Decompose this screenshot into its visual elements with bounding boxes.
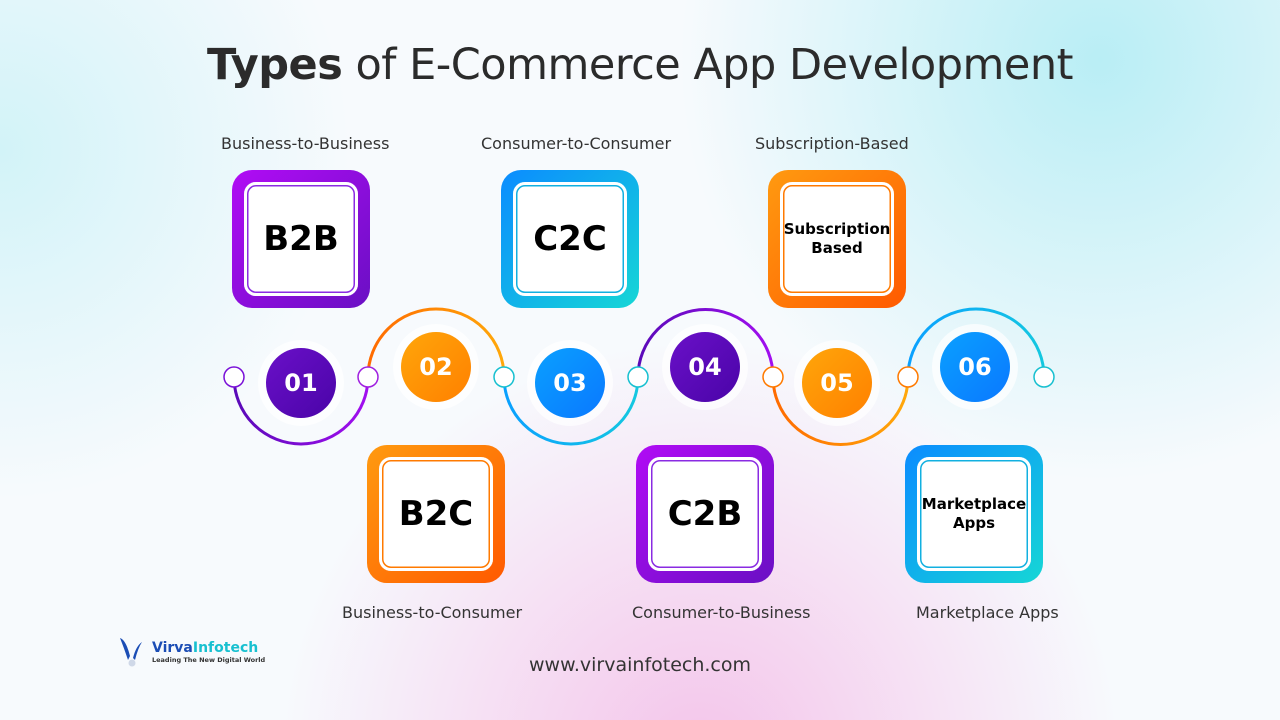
step-number-01: 01	[266, 348, 336, 418]
card-text: Subscription Based	[780, 182, 894, 296]
node-dot	[1033, 366, 1055, 388]
connector-arc-04	[636, 308, 775, 378]
brand-logo: VirvaInfotech Leading The New Digital Wo…	[118, 636, 265, 668]
card-marketplace: Marketplace Apps	[905, 445, 1043, 583]
node-dot	[627, 366, 649, 388]
card-text: C2B	[648, 457, 762, 571]
label-b2b: Business-to-Business	[221, 134, 390, 153]
card-b2c: B2C	[367, 445, 505, 583]
logo-name: VirvaInfotech	[152, 640, 259, 656]
card-c2b: C2B	[636, 445, 774, 583]
node-dot	[223, 366, 245, 388]
page-title: Types of E-Commerce App Development	[207, 40, 1073, 90]
label-c2b: Consumer-to-Business	[632, 603, 811, 622]
label-subscription: Subscription-Based	[755, 134, 909, 153]
step-number-06: 06	[940, 332, 1010, 402]
step-number-03: 03	[535, 348, 605, 418]
step-number-05: 05	[802, 348, 872, 418]
card-text: C2C	[513, 182, 627, 296]
label-marketplace: Marketplace Apps	[916, 603, 1059, 622]
node-dot	[493, 366, 515, 388]
node-dot	[762, 366, 784, 388]
node-dot	[897, 366, 919, 388]
label-b2c: Business-to-Consumer	[342, 603, 523, 622]
card-subscription: Subscription Based	[768, 170, 906, 308]
card-b2b: B2B	[232, 170, 370, 308]
step-number-04: 04	[670, 332, 740, 402]
connector-arc-02	[366, 307, 506, 378]
card-text: Marketplace Apps	[917, 457, 1031, 571]
connector-arc-06	[906, 307, 1046, 378]
connector-arc-05	[771, 376, 910, 446]
connector-arc-03	[502, 376, 640, 446]
label-c2c: Consumer-to-Consumer	[481, 134, 672, 153]
card-text: B2B	[244, 182, 358, 296]
node-dot	[357, 366, 379, 388]
website-url: www.virvainfotech.com	[528, 654, 752, 676]
logo-v-icon	[120, 638, 142, 667]
card-c2c: C2C	[501, 170, 639, 308]
logo-tagline: Leading The New Digital World	[152, 656, 266, 664]
step-number-02: 02	[401, 332, 471, 402]
card-text: B2C	[379, 457, 493, 571]
connector-arc-01	[232, 376, 370, 446]
